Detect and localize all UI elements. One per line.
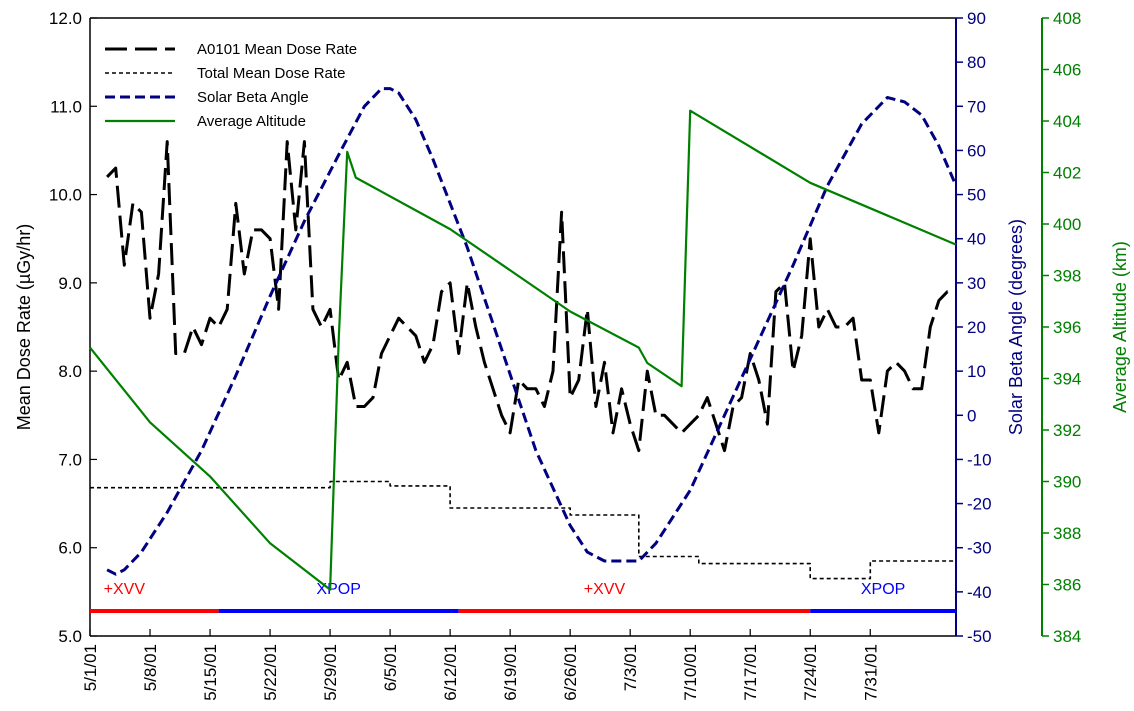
x-tick-label: 6/5/01 <box>381 644 400 691</box>
x-tick-label: 5/15/01 <box>201 644 220 701</box>
beta-tick-label: 90 <box>967 9 986 28</box>
beta-tick-label: 60 <box>967 141 986 160</box>
beta-axis-label: Solar Beta Angle (degrees) <box>1006 219 1026 435</box>
beta-tick-label: 20 <box>967 318 986 337</box>
left-tick-label: 5.0 <box>58 627 82 646</box>
left-tick-label: 8.0 <box>58 362 82 381</box>
x-tick-label: 5/8/01 <box>141 644 160 691</box>
left-tick-label: 7.0 <box>58 450 82 469</box>
altitude-tick-label: 398 <box>1053 267 1081 286</box>
series-line-solar-beta-angle <box>106 87 958 576</box>
legend: A0101 Mean Dose Rate Total Mean Dose Rate… <box>105 41 357 130</box>
altitude-tick-label: 396 <box>1053 318 1081 337</box>
series-line-a0101-mean-dose-rate <box>106 140 956 453</box>
x-tick-label: 5/1/01 <box>81 644 100 691</box>
series-line-total-mean-dose-rate <box>90 480 956 580</box>
altitude-tick-label: 406 <box>1053 61 1081 80</box>
beta-tick-label: -10 <box>967 450 992 469</box>
x-tick-label: 7/3/01 <box>621 644 640 691</box>
left-tick-label: 9.0 <box>58 274 82 293</box>
left-tick-label: 6.0 <box>58 539 82 558</box>
left-axis-label: Mean Dose Rate (µGy/hr) <box>14 224 34 430</box>
left-tick-label: 11.0 <box>50 97 82 116</box>
attitude-mode-label: +XVV <box>104 581 146 598</box>
beta-tick-label: -40 <box>967 583 992 602</box>
altitude-tick-label: 390 <box>1053 473 1081 492</box>
attitude-mode-label: +XVV <box>584 581 626 598</box>
altitude-tick-label: 386 <box>1053 576 1081 595</box>
beta-tick-label: -20 <box>967 495 992 514</box>
x-tick-label: 7/10/01 <box>681 644 700 701</box>
altitude-tick-label: 404 <box>1053 112 1081 131</box>
altitude-tick-label: 388 <box>1053 524 1081 543</box>
series-line-average-altitude <box>89 109 957 591</box>
x-tick-label: 6/19/01 <box>501 644 520 701</box>
x-tick-label: 7/31/01 <box>861 644 880 701</box>
attitude-mode-label: XPOP <box>861 581 905 598</box>
beta-tick-label: 10 <box>967 362 986 381</box>
x-tick-label: 7/24/01 <box>801 644 820 701</box>
left-tick-label: 12.0 <box>49 9 82 28</box>
beta-tick-label: 50 <box>967 186 986 205</box>
legend-label: Average Altitude <box>197 113 306 130</box>
x-tick-label: 7/17/01 <box>741 644 760 701</box>
x-tick-label: 5/29/01 <box>321 644 340 701</box>
attitude-mode-label: XPOP <box>316 581 360 598</box>
altitude-tick-label: 394 <box>1053 370 1081 389</box>
altitude-tick-label: 392 <box>1053 421 1081 440</box>
beta-tick-label: -50 <box>967 627 992 646</box>
beta-tick-label: 40 <box>967 230 986 249</box>
axes: 5.0 6.0 7.0 8.0 9.0 10.0 11.0 12.0 -50 -40 -30 -20 -… <box>14 9 1130 701</box>
legend-label: Total Mean Dose Rate <box>197 65 345 82</box>
altitude-tick-label: 408 <box>1053 9 1081 28</box>
legend-label: A0101 Mean Dose Rate <box>197 41 357 58</box>
x-tick-label: 6/12/01 <box>441 644 460 701</box>
beta-tick-label: 0 <box>967 406 976 425</box>
altitude-tick-label: 402 <box>1053 164 1081 183</box>
attitude-modes: +XVV XPOP +XVV XPOP <box>90 581 956 613</box>
altitude-axis-label: Average Altitude (km) <box>1110 241 1130 413</box>
legend-label: Solar Beta Angle <box>197 89 309 106</box>
left-tick-label: 10.0 <box>49 186 82 205</box>
altitude-tick-label: 400 <box>1053 215 1081 234</box>
series-lines <box>89 87 958 591</box>
beta-tick-label: 80 <box>967 53 986 72</box>
x-tick-label: 5/22/01 <box>261 644 280 701</box>
beta-tick-label: 70 <box>967 97 986 116</box>
x-tick-label: 6/26/01 <box>561 644 580 701</box>
altitude-tick-label: 384 <box>1053 627 1081 646</box>
beta-tick-label: -30 <box>967 539 992 558</box>
beta-tick-label: 30 <box>967 274 986 293</box>
